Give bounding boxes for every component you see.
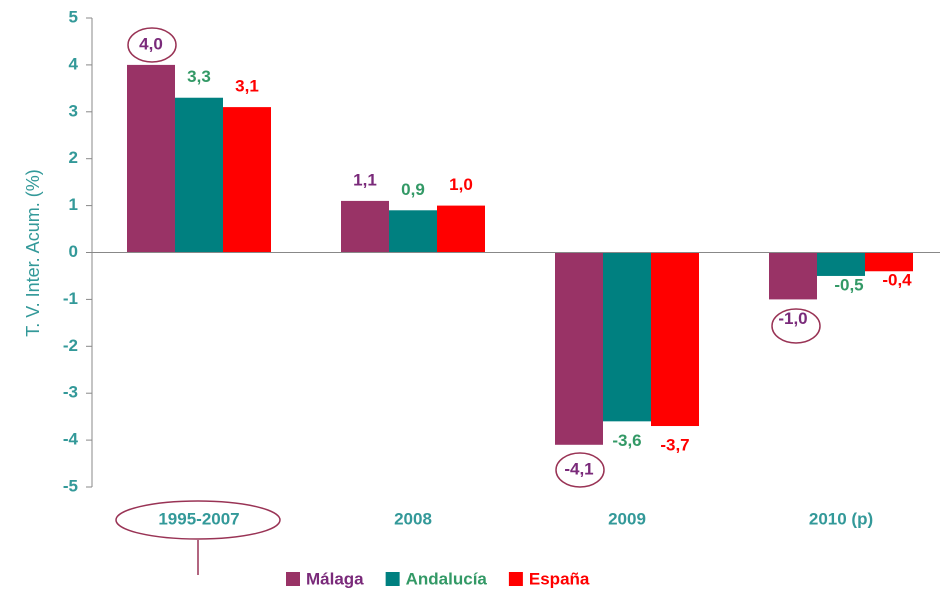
value-label: 3,1: [235, 77, 259, 96]
legend-label: Andalucía: [406, 569, 488, 588]
y-tick-label: 4: [69, 54, 79, 73]
value-label: -4,1: [564, 459, 593, 478]
bar: [817, 252, 865, 276]
value-label: 1,0: [449, 175, 473, 194]
highlight-ring: [555, 452, 605, 488]
y-tick-label: 3: [69, 101, 78, 120]
bar: [865, 252, 913, 272]
highlight-ring: [115, 500, 281, 540]
x-tick-label: 1995-2007: [158, 509, 239, 528]
value-label: -3,6: [612, 431, 641, 450]
bar: [437, 205, 485, 253]
y-tick-label: 5: [69, 7, 78, 26]
y-tick-label: -2: [63, 336, 78, 355]
legend-swatch: [286, 572, 300, 586]
y-tick-label: -5: [63, 476, 78, 495]
highlight-ring: [771, 308, 821, 344]
bar: [341, 200, 389, 253]
legend-label: Málaga: [306, 569, 364, 588]
legend-label: España: [529, 569, 590, 588]
highlight-ring: [127, 27, 177, 63]
y-tick-label: 1: [69, 195, 78, 214]
value-label: 1,1: [353, 170, 377, 189]
bar: [555, 252, 603, 445]
x-tick-label: 2008: [394, 509, 432, 528]
x-tick-label: 2010 (p): [809, 509, 873, 528]
value-label: -0,4: [882, 271, 912, 290]
value-label: 3,3: [187, 67, 211, 86]
x-tick-label: 2009: [608, 509, 646, 528]
y-tick-label: -1: [63, 289, 78, 308]
value-label: 0,9: [401, 180, 425, 199]
y-tick-label: 2: [69, 148, 78, 167]
value-label: -1,0: [778, 309, 807, 328]
legend-swatch: [508, 572, 523, 586]
bar: [651, 252, 699, 427]
y-tick-label: -4: [63, 430, 79, 449]
value-label: -0,5: [834, 275, 863, 294]
legend-swatch: [385, 572, 400, 586]
bar: [603, 252, 651, 422]
y-tick-label: -3: [63, 383, 78, 402]
bar: [175, 97, 223, 253]
bar: [389, 210, 437, 253]
value-label: 4,0: [139, 34, 163, 53]
bar: [769, 252, 817, 300]
y-tick-label: 0: [69, 242, 78, 261]
bar: [127, 64, 175, 253]
value-label: -3,7: [660, 436, 689, 455]
bar: [223, 107, 271, 253]
y-axis-label: T. V. Inter. Acum. (%): [23, 169, 43, 336]
